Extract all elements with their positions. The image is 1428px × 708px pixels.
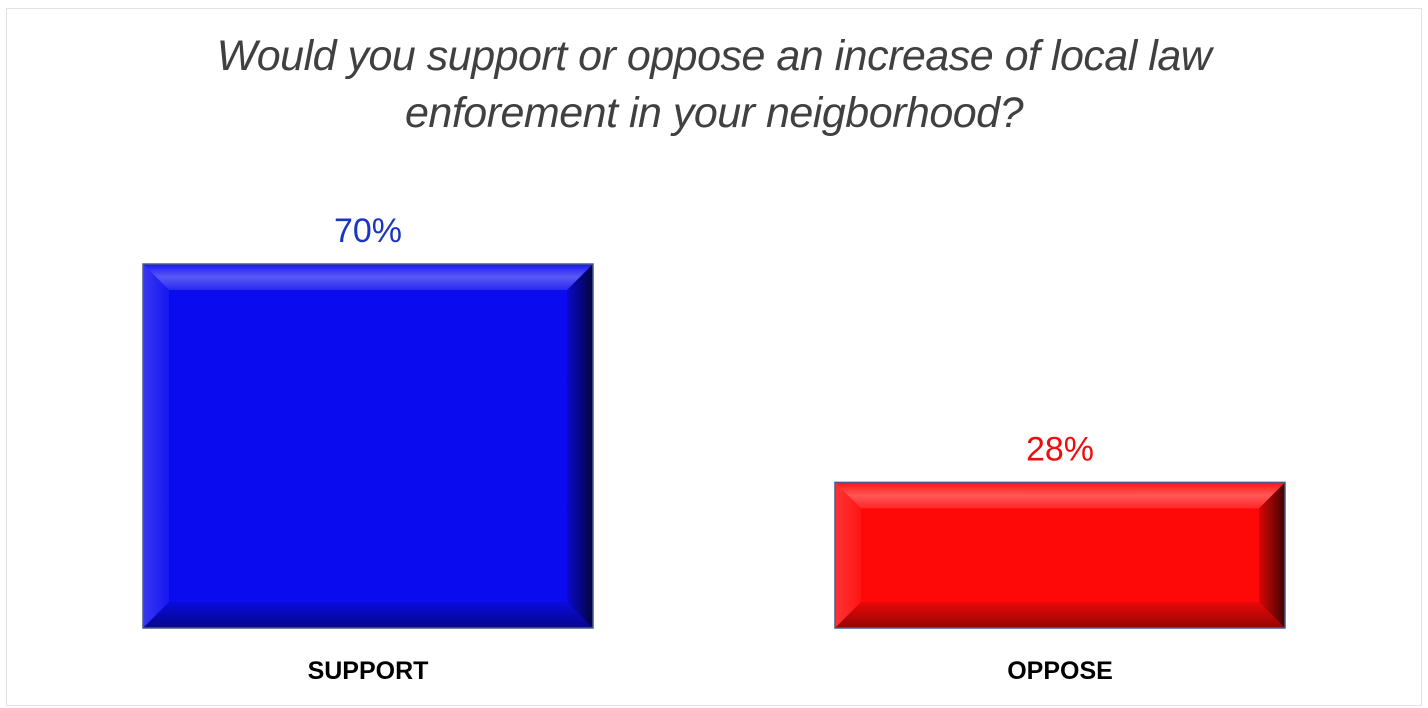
bar-oppose [834, 481, 1286, 629]
data-label-support: 70% [334, 212, 402, 250]
bar-support [142, 263, 594, 629]
data-label-oppose: 28% [1026, 430, 1094, 468]
bars-group [142, 263, 1286, 629]
data-labels-group: 70% 28% [334, 212, 1094, 468]
category-label-support: SUPPORT [308, 657, 429, 685]
chart-title-line-2: enforement in your neigborhood? [405, 89, 1024, 137]
chart-title-line-1: Would you support or oppose an increase … [216, 32, 1212, 80]
chart-title: Would you support or oppose an increase … [0, 28, 1428, 142]
category-label-oppose: OPPOSE [1007, 657, 1113, 685]
category-labels-group: SUPPORT OPPOSE [308, 657, 1113, 685]
